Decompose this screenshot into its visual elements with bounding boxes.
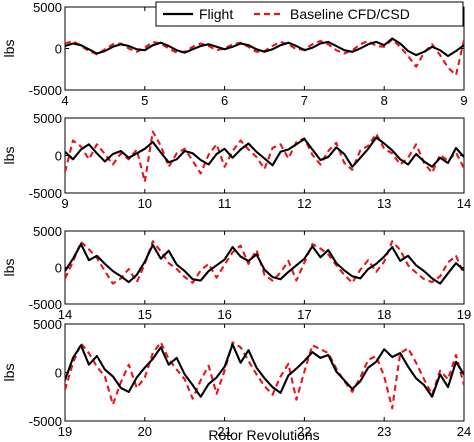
x-tick-label: 19 [457, 307, 471, 322]
y-tick-label: 0 [55, 261, 62, 276]
panel-2: 9 10 11 12 13 14 5000 0 -5000 lbs [1, 111, 471, 211]
legend-baseline-label: Baseline CFD/CSD [290, 6, 410, 22]
x-tick-label: 4 [61, 93, 68, 108]
y-axis-title: lbs [1, 147, 17, 165]
x-tick-label: 10 [138, 196, 152, 211]
x-tick-label: 6 [221, 93, 228, 108]
x-tick-label: 14 [457, 196, 471, 211]
x-tick-label: 16 [217, 307, 231, 322]
panel-series-group [65, 341, 464, 410]
series-baseline-line [65, 341, 464, 410]
y-axis-title: lbs [1, 40, 17, 58]
series-baseline-line [65, 130, 464, 183]
y-tick-label: 5000 [33, 111, 62, 126]
x-tick-label: 20 [138, 424, 152, 439]
x-tick-label: 23 [377, 424, 391, 439]
y-axis-title: lbs [1, 364, 17, 382]
x-tick-label: 14 [58, 307, 72, 322]
panel-3: 14 15 16 17 18 19 5000 0 -5000 lbs [1, 224, 471, 322]
y-tick-label: 0 [55, 366, 62, 381]
series-flight-line [65, 136, 464, 168]
panel-series-group [65, 240, 464, 285]
x-tick-label: 19 [58, 424, 72, 439]
y-axis-title: lbs [1, 259, 17, 277]
y-tick-label: 5000 [33, 317, 62, 332]
y-tick-label: 0 [55, 42, 62, 57]
legend-flight-label: Flight [199, 6, 233, 22]
series-flight-line [65, 243, 464, 285]
series-flight-line [65, 343, 464, 398]
chart-legend: Flight Baseline CFD/CSD [155, 1, 464, 27]
x-tick-label: 17 [297, 307, 311, 322]
x-axis-title: Rotor Revolutions [208, 427, 319, 442]
panel-4: 19 20 21 22 23 24 5000 0 -5000 lbs [1, 317, 471, 439]
x-tick-label: 24 [457, 424, 471, 439]
x-tick-label: 9 [61, 196, 68, 211]
x-tick-label: 13 [377, 196, 391, 211]
series-flight-line [65, 37, 464, 58]
y-tick-label: -5000 [29, 186, 62, 201]
series-baseline-line [65, 240, 464, 285]
y-tick-label: -5000 [29, 414, 62, 429]
x-tick-label: 15 [138, 307, 152, 322]
x-tick-label: 5 [141, 93, 148, 108]
x-tick-label: 11 [218, 196, 232, 211]
y-tick-label: -5000 [29, 297, 62, 312]
x-tick-label: 9 [460, 93, 467, 108]
x-tick-label: 21 [217, 424, 231, 439]
y-tick-label: -5000 [29, 83, 62, 98]
y-tick-label: 5000 [33, 224, 62, 239]
x-tick-label: 7 [301, 93, 308, 108]
x-tick-label: 8 [381, 93, 388, 108]
x-tick-label: 22 [297, 424, 311, 439]
panel-series-group [65, 130, 464, 183]
x-tick-label: 12 [297, 196, 311, 211]
y-tick-label: 0 [55, 149, 62, 164]
legend-box [155, 1, 464, 27]
x-tick-label: 18 [377, 307, 391, 322]
y-tick-label: 5000 [33, 0, 62, 15]
panel-series-group [65, 37, 464, 77]
